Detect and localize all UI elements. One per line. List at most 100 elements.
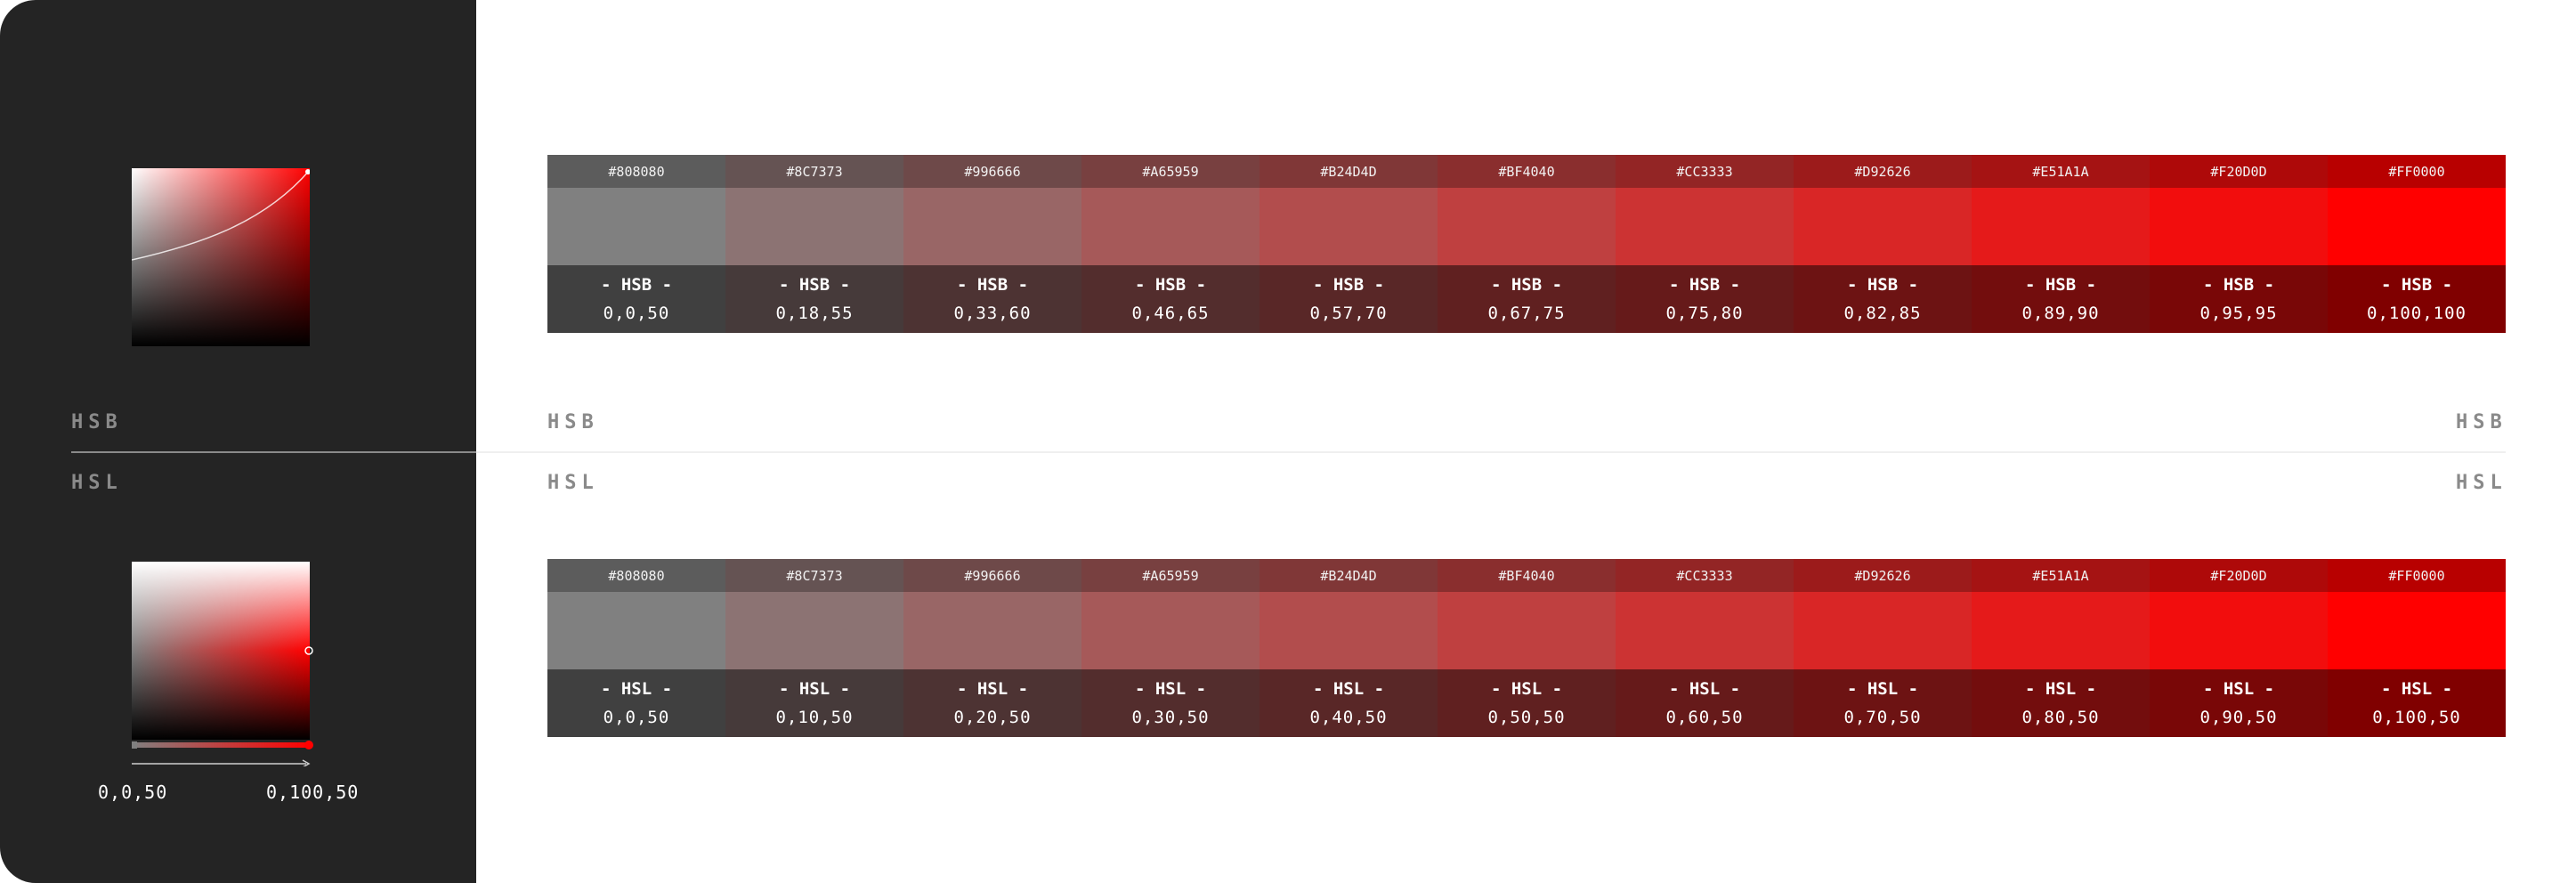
sidebar-divider <box>71 451 476 453</box>
hsl-swatch-values: 0,40,50 <box>1309 708 1388 727</box>
hsl-swatch-values: 0,30,50 <box>1131 708 1210 727</box>
hsl-model-label: - HSL - <box>1490 679 1563 699</box>
hsl-left-label: HSL <box>547 472 599 494</box>
hsl-model-label: - HSL - <box>778 679 851 699</box>
hsb-swatch-values: 0,75,80 <box>1665 304 1744 323</box>
hsl-slider-start-value: 0,0,50 <box>98 782 168 803</box>
hsl-swatch-hex: #F20D0D <box>2150 559 2328 592</box>
hsb-model-label: - HSB - <box>1846 275 1919 295</box>
hsb-swatch-color <box>2328 188 2506 265</box>
hsb-swatch-color <box>1616 188 1794 265</box>
hsl-swatch-hex: #D92626 <box>1794 559 1972 592</box>
hsl-swatch-footer: - HSL - 0,100,50 <box>2328 669 2506 737</box>
hsb-swatch-0: #808080 - HSB - 0,0,50 <box>547 155 725 333</box>
hsl-swatch-color <box>903 592 1081 669</box>
hsb-model-label: - HSB - <box>600 275 673 295</box>
hsb-model-label: - HSB - <box>2202 275 2275 295</box>
hsb-swatch-footer: - HSB - 0,82,85 <box>1794 265 1972 333</box>
hsb-swatch-footer: - HSB - 0,67,75 <box>1438 265 1616 333</box>
hsl-swatch-hex: #CC3333 <box>1616 559 1794 592</box>
hsl-swatch-hex: #A65959 <box>1081 559 1260 592</box>
hsl-picker-handle <box>304 646 313 655</box>
hsb-swatch-hex: #A65959 <box>1081 155 1260 188</box>
hsl-swatch-values: 0,90,50 <box>2199 708 2278 727</box>
hsb-swatch-hex: #B24D4D <box>1260 155 1438 188</box>
hsb-swatch-7: #D92626 - HSB - 0,82,85 <box>1794 155 1972 333</box>
hsb-swatch-2: #996666 - HSB - 0,33,60 <box>903 155 1081 333</box>
hsb-swatch-color <box>1081 188 1260 265</box>
hsl-swatch-row: #808080 - HSL - 0,0,50 #8C7373 - HSL - 0,10,5… <box>547 559 2506 737</box>
hsl-model-label: - HSL - <box>2380 679 2453 699</box>
sidebar-hsl-label: HSL <box>71 472 123 494</box>
hsl-slider-end-value: 0,100,50 <box>266 782 360 803</box>
hsl-swatch-7: #D92626 - HSL - 0,70,50 <box>1794 559 1972 737</box>
hsb-swatch-6: #CC3333 - HSB - 0,75,80 <box>1616 155 1794 333</box>
hsl-swatch-footer: - HSL - 0,70,50 <box>1794 669 1972 737</box>
hsb-swatch-10: #FF0000 - HSB - 0,100,100 <box>2328 155 2506 333</box>
hsl-slider-start-knob <box>132 741 137 749</box>
hsb-swatch-hex: #FF0000 <box>2328 155 2506 188</box>
hsb-right-label: HSB <box>2456 411 2507 433</box>
hsb-swatch-footer: - HSB - 0,18,55 <box>725 265 903 333</box>
hsl-model-label: - HSL - <box>1312 679 1385 699</box>
hsl-picker-marks <box>132 646 313 766</box>
hsl-swatch-footer: - HSL - 0,30,50 <box>1081 669 1260 737</box>
hsl-swatch-color <box>1260 592 1438 669</box>
hsl-swatch-9: #F20D0D - HSL - 0,90,50 <box>2150 559 2328 737</box>
hsl-swatch-footer: - HSL - 0,10,50 <box>725 669 903 737</box>
hsl-swatch-values: 0,100,50 <box>2372 708 2461 727</box>
hsl-color-square[interactable] <box>132 562 310 740</box>
hsb-swatch-8: #E51A1A - HSB - 0,89,90 <box>1972 155 2150 333</box>
hsb-swatch-hex: #D92626 <box>1794 155 1972 188</box>
hsb-swatch-hex: #996666 <box>903 155 1081 188</box>
hsl-slider-track <box>132 742 310 748</box>
hsb-swatch-color <box>1794 188 1972 265</box>
hsb-swatch-color <box>2150 188 2328 265</box>
hsl-model-label: - HSL - <box>1668 679 1741 699</box>
hsb-swatch-hex: #CC3333 <box>1616 155 1794 188</box>
hsb-swatch-footer: - HSB - 0,33,60 <box>903 265 1081 333</box>
sidebar-hsb-label: HSB <box>71 411 123 433</box>
hsl-swatch-1: #8C7373 - HSL - 0,10,50 <box>725 559 903 737</box>
hsl-swatch-color <box>1438 592 1616 669</box>
hsb-swatch-color <box>547 188 725 265</box>
hsl-swatch-values: 0,50,50 <box>1487 708 1566 727</box>
hsb-swatch-hex: #F20D0D <box>2150 155 2328 188</box>
hsb-swatch-values: 0,89,90 <box>2021 304 2100 323</box>
hsb-swatch-hex: #8C7373 <box>725 155 903 188</box>
hsl-slider-end-knob <box>304 741 313 749</box>
hsl-swatch-color <box>1616 592 1794 669</box>
hsl-swatch-color <box>2328 592 2506 669</box>
hsl-swatch-10: #FF0000 - HSL - 0,100,50 <box>2328 559 2506 737</box>
hsl-swatch-values: 0,60,50 <box>1665 708 1744 727</box>
hsb-swatch-footer: - HSB - 0,0,50 <box>547 265 725 333</box>
hsl-swatch-8: #E51A1A - HSL - 0,80,50 <box>1972 559 2150 737</box>
hsl-swatch-footer: - HSL - 0,60,50 <box>1616 669 1794 737</box>
hsb-model-label: - HSB - <box>1490 275 1563 295</box>
hsb-swatch-footer: - HSB - 0,57,70 <box>1260 265 1438 333</box>
hsl-swatch-hex: #996666 <box>903 559 1081 592</box>
hsb-swatch-footer: - HSB - 0,46,65 <box>1081 265 1260 333</box>
hsb-model-label: - HSB - <box>1312 275 1385 295</box>
hsb-swatch-row: #808080 - HSB - 0,0,50 #8C7373 - HSB - 0,18,5… <box>547 155 2506 333</box>
hsb-swatch-values: 0,18,55 <box>775 304 854 323</box>
hsl-swatch-footer: - HSL - 0,20,50 <box>903 669 1081 737</box>
hsl-swatch-6: #CC3333 - HSL - 0,60,50 <box>1616 559 1794 737</box>
hsb-swatch-hex: #808080 <box>547 155 725 188</box>
hsl-swatch-color <box>2150 592 2328 669</box>
hsb-swatch-footer: - HSB - 0,89,90 <box>1972 265 2150 333</box>
hsl-swatch-hex: #B24D4D <box>1260 559 1438 592</box>
hsl-right-label: HSL <box>2456 472 2507 494</box>
hsb-swatch-values: 0,100,100 <box>2367 304 2467 323</box>
hsl-swatch-4: #B24D4D - HSL - 0,40,50 <box>1260 559 1438 737</box>
hsl-model-label: - HSL - <box>956 679 1029 699</box>
hsl-swatch-values: 0,80,50 <box>2021 708 2100 727</box>
hsl-swatch-3: #A65959 - HSL - 0,30,50 <box>1081 559 1260 737</box>
hsb-swatch-values: 0,95,95 <box>2199 304 2278 323</box>
main-divider <box>476 451 2506 453</box>
hsl-swatch-color <box>547 592 725 669</box>
hsb-swatch-color <box>725 188 903 265</box>
hsb-swatch-color <box>1260 188 1438 265</box>
hsl-swatch-color <box>1794 592 1972 669</box>
hsb-swatch-color <box>1972 188 2150 265</box>
